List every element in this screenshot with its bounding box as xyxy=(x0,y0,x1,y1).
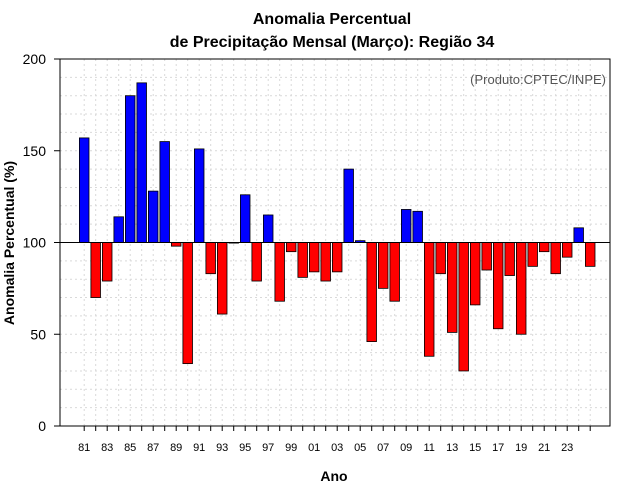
bar-14 xyxy=(458,242,469,372)
bar-85 xyxy=(125,95,136,243)
bar-84 xyxy=(113,216,124,243)
bar-10 xyxy=(412,210,423,243)
bar-19 xyxy=(516,242,527,335)
bar-96 xyxy=(251,242,262,282)
bar-11 xyxy=(423,242,435,357)
x-tick-label: 89 xyxy=(170,442,182,454)
x-tick-label: 19 xyxy=(515,442,527,454)
x-tick-label: 97 xyxy=(262,442,274,454)
x-tick-label: 01 xyxy=(308,442,320,454)
x-tick-label: 03 xyxy=(331,442,343,454)
bar-04 xyxy=(343,168,354,243)
bar-17 xyxy=(492,242,504,330)
bar-06 xyxy=(366,242,377,342)
x-tick-label: 81 xyxy=(78,442,90,454)
bar-93 xyxy=(216,242,228,315)
y-axis: 0 50 100 150 200 xyxy=(23,51,60,434)
x-tick-label: 93 xyxy=(216,442,228,454)
x-tick-label: 21 xyxy=(538,442,550,454)
bar-92 xyxy=(205,242,216,275)
bar-20 xyxy=(527,242,538,267)
bar-90 xyxy=(182,242,193,365)
bar-13 xyxy=(446,242,458,333)
x-tick-label: 23 xyxy=(561,442,573,454)
bars xyxy=(79,82,596,372)
bar-00 xyxy=(297,242,308,278)
bar-02 xyxy=(320,242,331,282)
x-tick-label: 11 xyxy=(423,442,434,454)
bar-91 xyxy=(193,148,205,243)
x-tick-label: 05 xyxy=(354,442,366,454)
bar-99 xyxy=(285,242,297,253)
bar-24 xyxy=(573,227,584,243)
bar-83 xyxy=(102,242,113,282)
bar-98 xyxy=(274,242,285,302)
y-tick-label: 150 xyxy=(23,143,47,159)
x-axis: 81 83 85 87 89 91 93 95 97 99 01 03 05 07 09 11 13 15 17 19… xyxy=(78,426,591,454)
x-tick-label: 13 xyxy=(446,442,458,454)
chart-title-line1: Anomalia Percentual xyxy=(253,11,411,28)
bar-22 xyxy=(550,242,561,275)
bar-08 xyxy=(389,242,400,302)
bar-89 xyxy=(170,242,182,247)
x-tick-label: 15 xyxy=(469,442,481,454)
bar-21 xyxy=(539,242,550,253)
bar-44 xyxy=(585,242,596,267)
bar-18 xyxy=(504,242,515,276)
bar-81 xyxy=(79,137,90,243)
bar-12 xyxy=(435,242,446,275)
bar-15 xyxy=(469,242,481,306)
y-tick-label: 200 xyxy=(23,51,47,67)
bar-09 xyxy=(400,209,412,243)
credit-label: (Produto:CPTEC/INPE) xyxy=(470,72,606,87)
x-axis-label: Ano xyxy=(320,468,347,484)
x-tick-label: 87 xyxy=(147,442,159,454)
chart-title-line2: de Precipitação Mensal (Março): Região 3… xyxy=(170,34,495,51)
bar-88 xyxy=(159,141,170,243)
bar-86 xyxy=(136,82,147,243)
bar-01 xyxy=(308,242,320,273)
x-tick-label: 91 xyxy=(193,442,205,454)
x-tick-label: 07 xyxy=(377,442,389,454)
bar-16 xyxy=(481,242,492,271)
bar-97 xyxy=(262,214,274,243)
y-axis-label: Anomalia Percentual (%) xyxy=(1,161,17,325)
bar-87 xyxy=(147,190,159,243)
x-tick-label: 83 xyxy=(101,442,113,454)
y-tick-label: 0 xyxy=(38,418,46,434)
bar-82 xyxy=(90,242,101,298)
x-tick-label: 95 xyxy=(239,442,251,454)
x-tick-label: 17 xyxy=(492,442,504,454)
y-tick-label: 50 xyxy=(30,326,46,342)
x-tick-label: 09 xyxy=(400,442,412,454)
bar-23 xyxy=(562,242,573,258)
x-tick-label: 99 xyxy=(285,442,297,454)
bar-07 xyxy=(377,242,389,289)
x-tick-label: 85 xyxy=(124,442,136,454)
bar-95 xyxy=(239,194,251,243)
bar-03 xyxy=(331,242,343,273)
y-tick-label: 100 xyxy=(23,235,47,251)
